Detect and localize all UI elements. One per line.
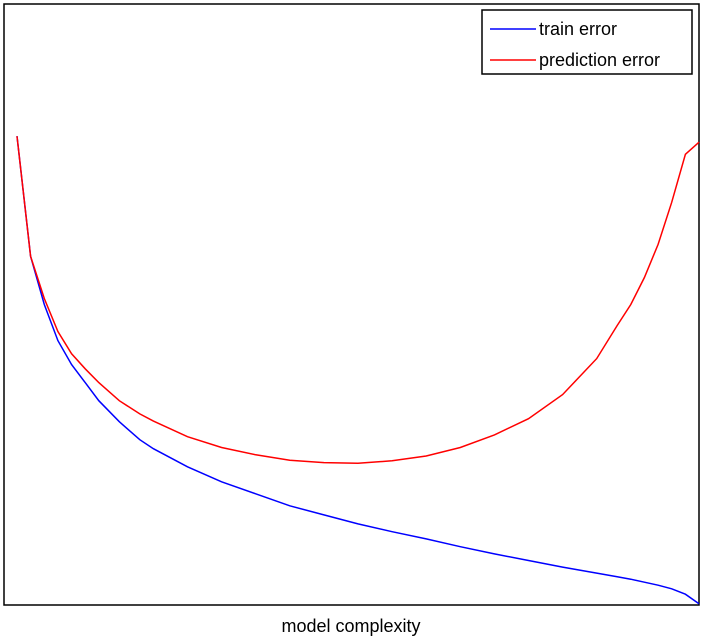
series-line-prediction-error: [16, 136, 700, 464]
x-axis-label: model complexity: [281, 616, 420, 636]
series-line-train-error: [16, 136, 700, 605]
plot-area: [3, 3, 700, 606]
series-layer: [16, 136, 700, 605]
legend-label-prediction-error: prediction error: [539, 50, 660, 70]
legend: train error prediction error: [481, 9, 693, 75]
legend-box: [481, 9, 693, 75]
legend-label-train-error: train error: [539, 19, 617, 39]
